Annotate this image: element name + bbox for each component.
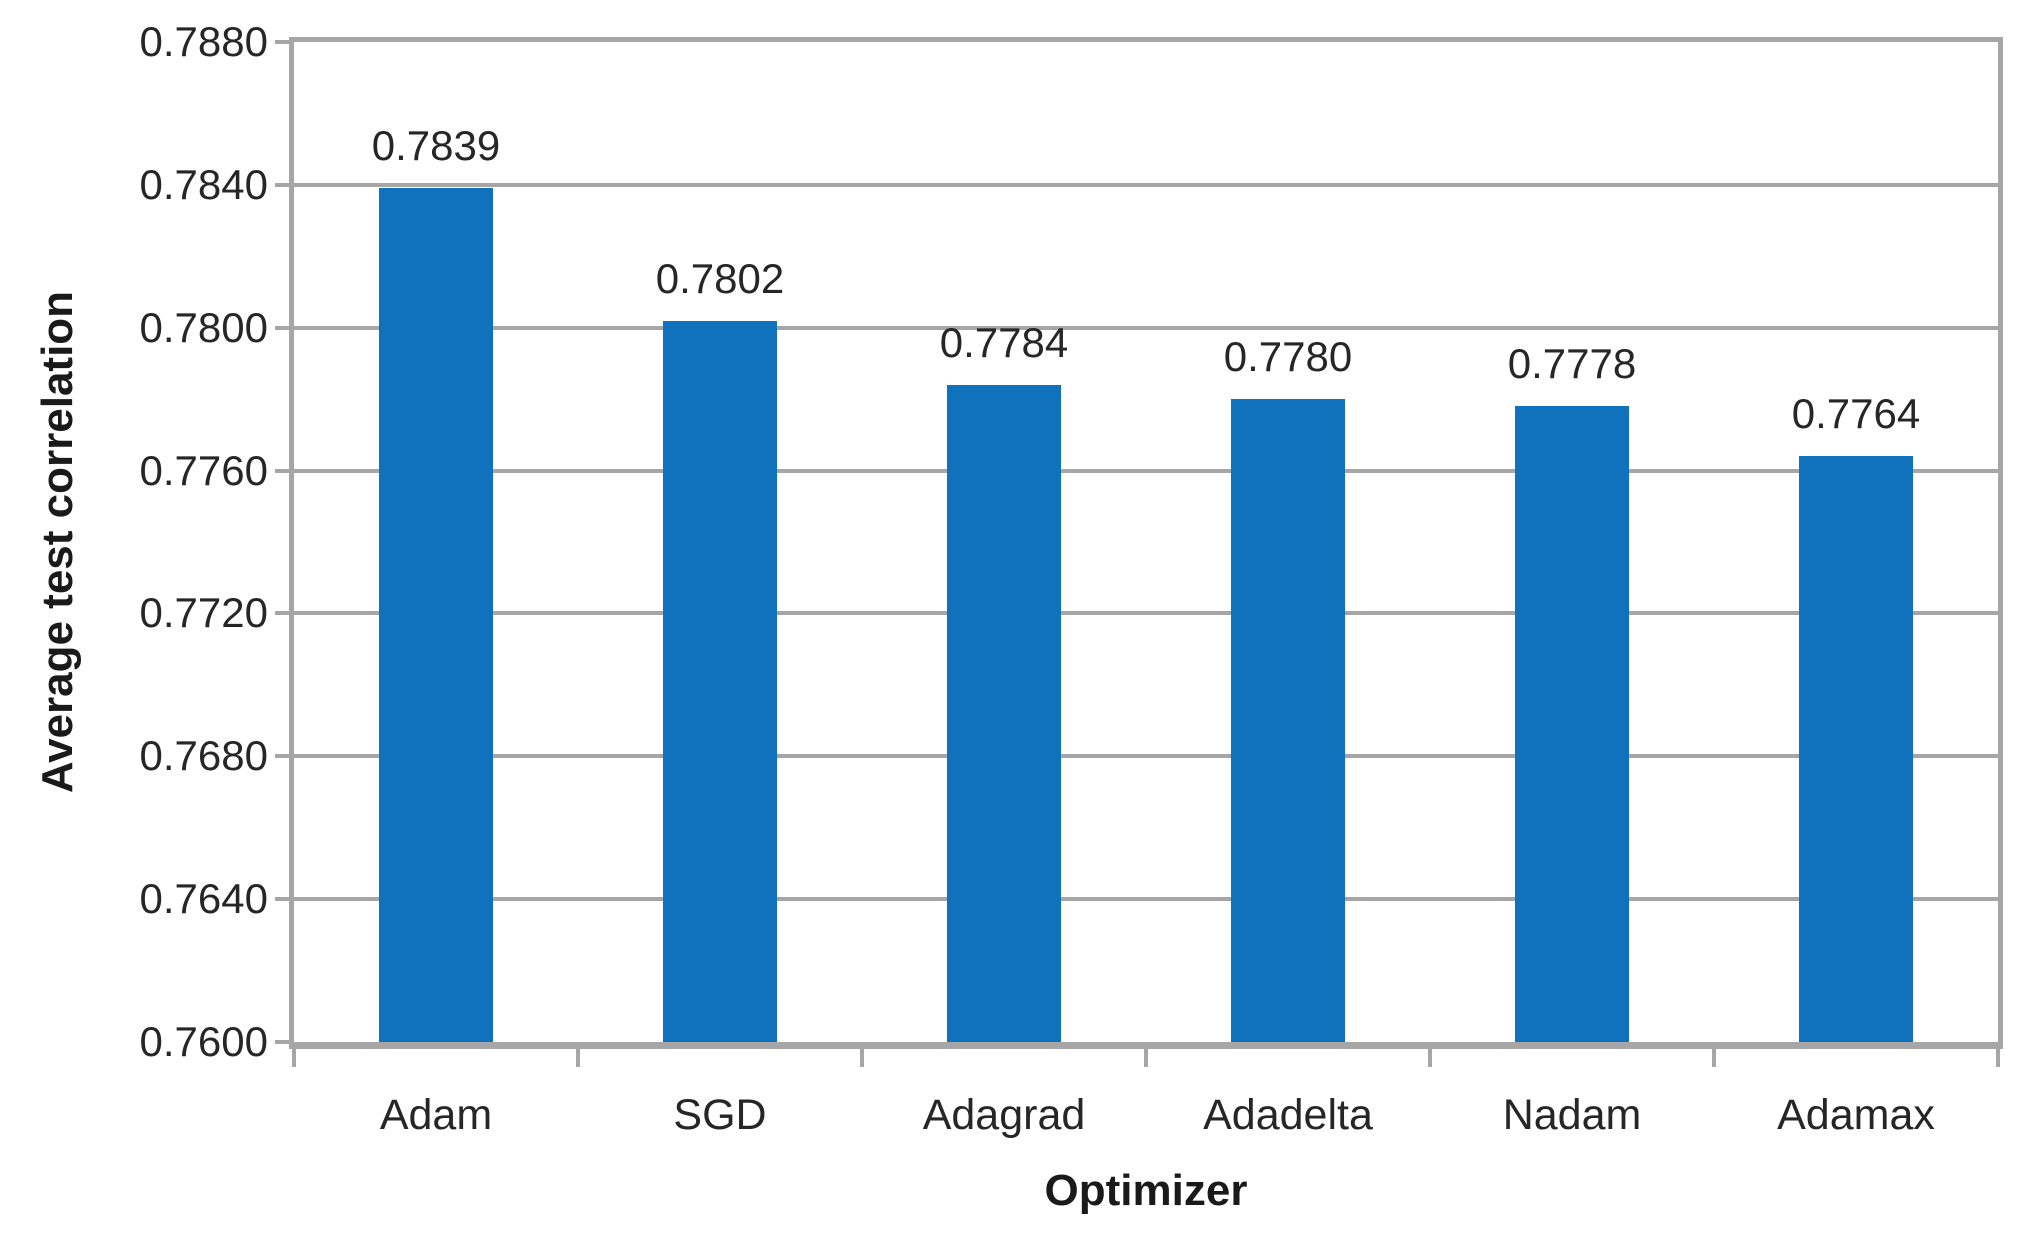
- y-tick-label: 0.7720: [139, 589, 268, 637]
- x-tick-mark: [1712, 1049, 1716, 1067]
- x-tick-mark: [1996, 1049, 2000, 1067]
- y-tick-mark: [275, 325, 294, 330]
- x-category-label-nadam: Nadam: [1502, 1091, 1642, 1139]
- bar-value-label: 0.7839: [371, 122, 501, 170]
- gridline: [294, 182, 1998, 187]
- bar-adadelta: [1231, 399, 1345, 1042]
- gridline: [294, 611, 1998, 616]
- bar-value-label: 0.7784: [939, 318, 1069, 366]
- x-category-label-adamax: Adamax: [1777, 1091, 1935, 1139]
- x-category-label-adagrad: Adagrad: [922, 1091, 1086, 1139]
- bar-sgd: [663, 320, 777, 1042]
- bar-value-label: 0.7764: [1791, 390, 1921, 438]
- x-tick-mark: [1144, 1049, 1148, 1067]
- bar-value-label: 0.7780: [1223, 333, 1353, 381]
- x-category-label-sgd: SGD: [673, 1091, 767, 1139]
- y-tick-mark: [275, 897, 294, 902]
- y-tick-label: 0.7680: [139, 732, 268, 780]
- y-tick-label: 0.7640: [139, 875, 268, 923]
- y-tick-label: 0.7840: [139, 160, 268, 208]
- bar-adamax: [1799, 456, 1913, 1042]
- x-tick-mark: [576, 1049, 580, 1067]
- y-tick-mark: [275, 754, 294, 759]
- gridline: [294, 754, 1998, 759]
- y-tick-mark: [275, 611, 294, 616]
- x-tick-mark: [292, 1049, 296, 1067]
- gridline: [294, 468, 1998, 473]
- x-tick-mark: [1428, 1049, 1432, 1067]
- bar-value-label: 0.7802: [655, 254, 785, 302]
- x-category-label-adam: Adam: [379, 1091, 493, 1139]
- y-tick-mark: [275, 182, 294, 187]
- gridline: [294, 897, 1998, 902]
- y-axis-title: Average test correlation: [33, 290, 82, 794]
- bar-adam: [379, 188, 493, 1042]
- y-tick-label: 0.7800: [139, 303, 268, 351]
- y-tick-label: 0.7880: [139, 18, 268, 65]
- x-axis-title: Optimizer: [1044, 1166, 1248, 1215]
- y-tick-label: 0.7600: [139, 1018, 268, 1065]
- y-tick-mark: [275, 1040, 294, 1044]
- bar-value-label: 0.7778: [1507, 340, 1637, 388]
- bar-adagrad: [947, 384, 1061, 1042]
- bar-nadam: [1515, 406, 1629, 1042]
- bars-layer: 0.7839 0.7802 0.7784 0.7780 0.7778 0.7764: [294, 42, 1998, 1042]
- y-tick-label: 0.7760: [139, 446, 268, 494]
- plot-area: [289, 37, 2003, 1042]
- y-tick-mark: [275, 468, 294, 473]
- x-category-label-adadelta: Adadelta: [1203, 1091, 1373, 1139]
- gridline: [294, 325, 1998, 330]
- x-axis-line: [289, 1042, 2003, 1049]
- y-tick-mark: [275, 40, 294, 44]
- x-tick-mark: [860, 1049, 864, 1067]
